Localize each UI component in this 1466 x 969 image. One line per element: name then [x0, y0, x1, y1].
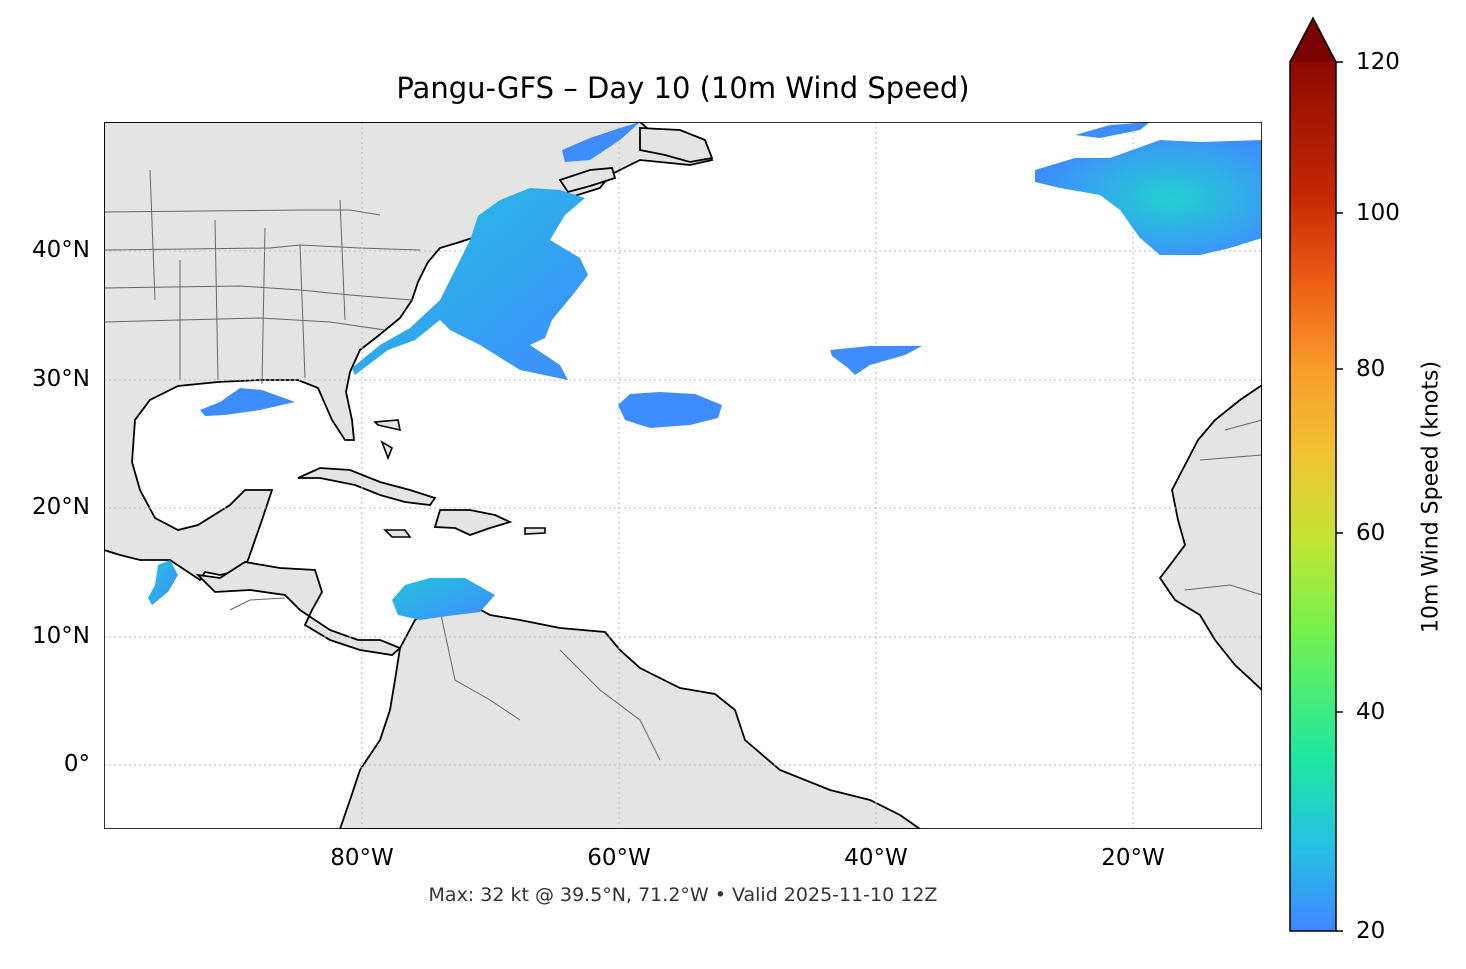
wind-area-mid-atlantic: [830, 346, 922, 375]
land-central-america: [195, 561, 402, 656]
land-south-america: [339, 603, 922, 829]
colorbar: [1289, 16, 1343, 932]
colorbar-tick-80: 80: [1356, 356, 1386, 382]
land-newfoundland: [639, 127, 714, 163]
lat-label-10n: 10°N: [32, 623, 90, 649]
chart-title: Pangu-GFS – Day 10 (10m Wind Speed): [396, 71, 970, 105]
colorbar-extend-arrow: [1290, 18, 1336, 62]
wind-area-caribbean: [392, 578, 495, 620]
wind-area-north-atlantic-top: [1075, 122, 1150, 138]
land-africa: [1158, 383, 1262, 692]
lon-label-60w: 60°W: [587, 845, 651, 871]
map-panel: [104, 122, 1262, 829]
colorbar-tick-60: 60: [1356, 520, 1386, 546]
political-borders: [104, 169, 1262, 761]
lat-label-0: 0°: [63, 751, 90, 777]
land-bahamas: [373, 419, 402, 461]
land-hispaniola: [433, 509, 513, 536]
wind-area-northeast-atlantic: [1035, 140, 1262, 255]
land-jamaica: [383, 529, 412, 538]
lon-label-40w: 40°W: [844, 845, 908, 871]
wind-area-central-atlantic: [618, 392, 722, 428]
wind-area-us-east-coast: [352, 188, 588, 380]
colorbar-tick-40: 40: [1356, 699, 1386, 725]
colorbar-label: 10m Wind Speed (knots): [1418, 360, 1444, 634]
colorbar-tick-20: 20: [1356, 918, 1386, 944]
wind-area-tehuantepec: [148, 560, 178, 605]
colorbar-tick-120: 120: [1356, 49, 1400, 75]
lon-label-20w: 20°W: [1101, 845, 1165, 871]
wind-area-gulf-stream-north: [562, 122, 640, 162]
wind-area-gulf-of-mexico: [200, 388, 295, 416]
lat-label-40n: 40°N: [32, 237, 90, 263]
lat-label-30n: 30°N: [32, 366, 90, 392]
footer-caption: Max: 32 kt @ 39.5°N, 71.2°W • Valid 2025…: [428, 884, 938, 906]
gridlines: [104, 122, 1262, 829]
lat-label-20n: 20°N: [32, 494, 90, 520]
lon-label-80w: 80°W: [330, 845, 394, 871]
colorbar-tick-100: 100: [1356, 200, 1400, 226]
land-cuba: [297, 467, 437, 506]
land-nova-scotia: [558, 167, 617, 194]
land-puerto-rico: [524, 527, 546, 535]
